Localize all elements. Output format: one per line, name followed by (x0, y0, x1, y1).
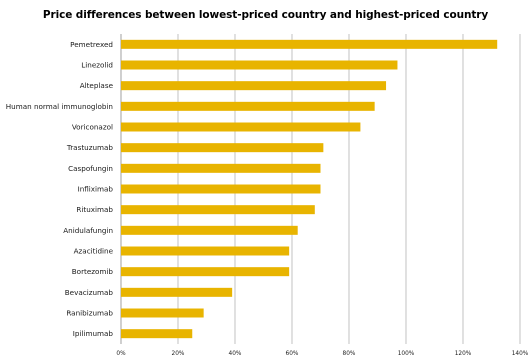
bars (121, 39, 498, 339)
bar (121, 101, 375, 111)
bar (121, 246, 290, 256)
chart-title: Price differences between lowest-priced … (42, 9, 489, 21)
bar (121, 329, 193, 339)
category-label: Rituximab (76, 205, 113, 214)
category-label: Anidulafungin (63, 226, 113, 235)
category-label: Pemetrexed (70, 40, 113, 49)
category-label: Caspofungin (68, 164, 113, 173)
bar (121, 163, 321, 173)
category-label: Azacitidine (74, 247, 114, 256)
category-label: Human normal immunoglobin (6, 102, 113, 111)
x-tick-label: 20% (172, 351, 185, 357)
bar (121, 308, 204, 318)
category-label: Voriconazol (72, 123, 113, 132)
category-label: Bevacizumab (65, 288, 114, 297)
bar (121, 81, 387, 91)
category-label: Infliximab (78, 185, 114, 194)
bar (121, 287, 233, 297)
bar (121, 184, 321, 194)
category-label: Alteplase (80, 81, 114, 90)
x-tick-label: 120% (455, 351, 472, 357)
category-label: Ranibizumab (66, 309, 113, 318)
x-tick-label: 60% (286, 351, 299, 357)
category-label: Trastuzumab (66, 143, 114, 152)
category-labels: Pemetrexed Linezolid Alteplase Human normal… (6, 40, 114, 338)
category-label: Linezolid (81, 61, 113, 70)
category-label: Ipilimumab (73, 329, 114, 338)
category-label: Bortezomib (72, 267, 114, 276)
x-tick-label: 140% (512, 351, 529, 357)
bar (121, 267, 290, 277)
x-tick-label: 100% (398, 351, 415, 357)
bar (121, 39, 498, 49)
x-tick-label: 80% (343, 351, 356, 357)
bar (121, 205, 315, 215)
x-tick-label: 0% (116, 351, 126, 357)
x-tick-label: 40% (229, 351, 242, 357)
bar (121, 60, 398, 70)
bar (121, 143, 324, 153)
bar (121, 225, 298, 235)
x-tick-labels: 0% 20% 40% 60% 80% 100% 120% 140% (116, 351, 528, 357)
bar (121, 122, 361, 132)
